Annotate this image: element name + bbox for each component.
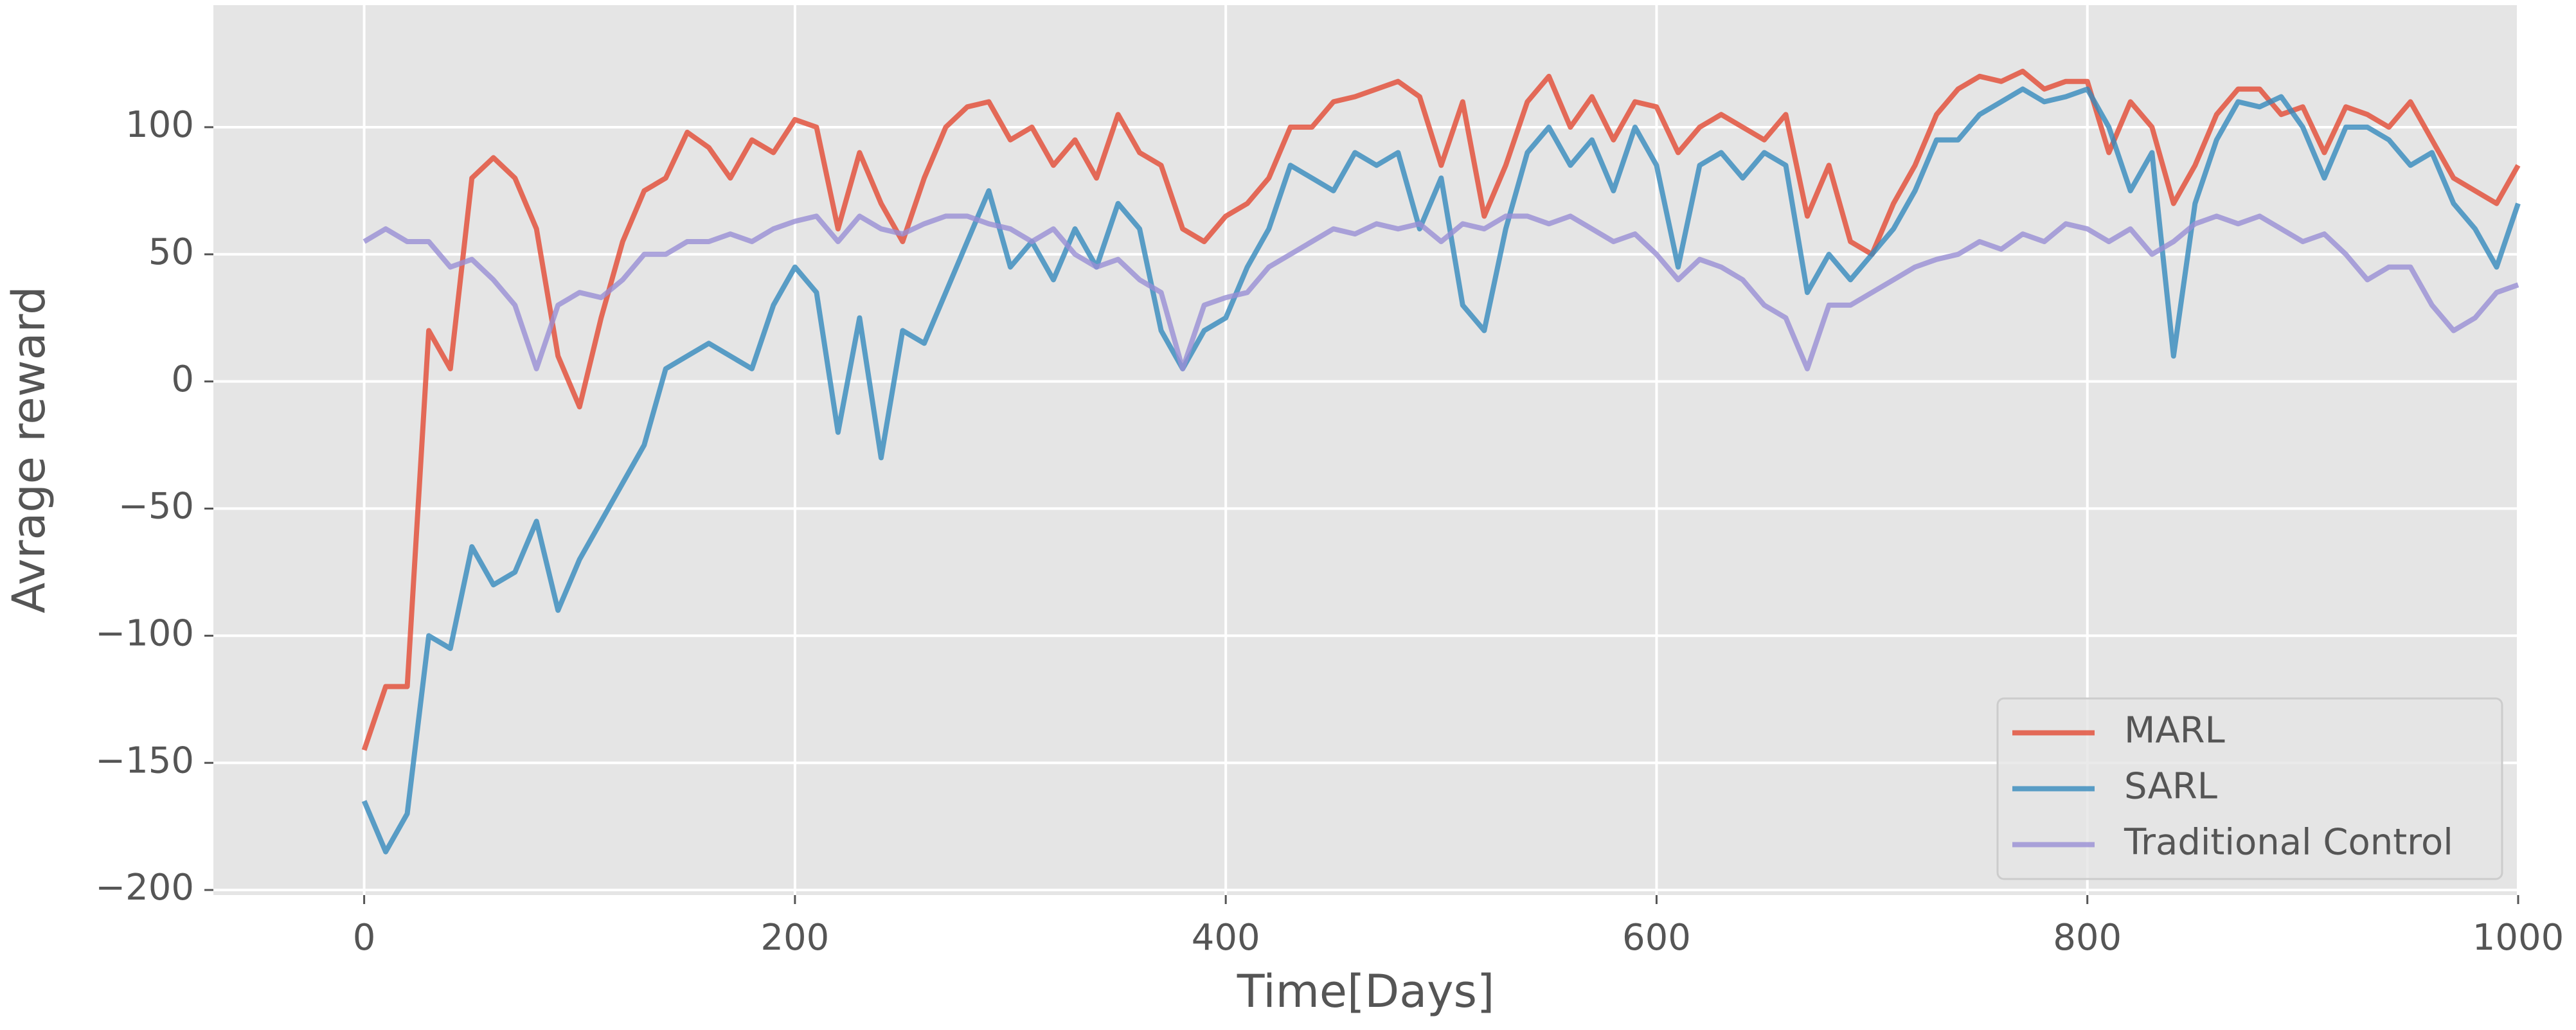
- x-tick-label: 1000: [2473, 917, 2564, 959]
- y-tick-label: −50: [118, 486, 194, 528]
- series-line: [361, 68, 2521, 751]
- x-tick-label: 800: [2053, 917, 2122, 959]
- x-tick-label: 200: [760, 917, 829, 959]
- series-line: [362, 213, 2519, 371]
- y-axis-label: Avrage reward: [3, 286, 55, 613]
- y-tick-label: −100: [95, 613, 194, 655]
- y-tick-label: −200: [95, 867, 194, 909]
- x-tick-label: 400: [1192, 917, 1260, 959]
- legend-label: MARL: [2124, 710, 2225, 752]
- legend: MARL SARL Traditional Control: [1996, 697, 2503, 880]
- x-tick-label: 600: [1622, 917, 1691, 959]
- x-tick-label: 0: [353, 917, 376, 959]
- y-tick-label: 100: [125, 104, 194, 146]
- legend-label: Traditional Control: [2124, 822, 2453, 864]
- y-tick-label: 0: [171, 359, 194, 400]
- x-axis-label: Time[Days]: [1237, 965, 1495, 1018]
- legend-box: [1996, 697, 2503, 880]
- series-line: [361, 86, 2521, 855]
- legend-label: SARL: [2124, 766, 2217, 808]
- y-tick-label: −150: [95, 740, 194, 781]
- y-tick-label: 50: [148, 231, 194, 273]
